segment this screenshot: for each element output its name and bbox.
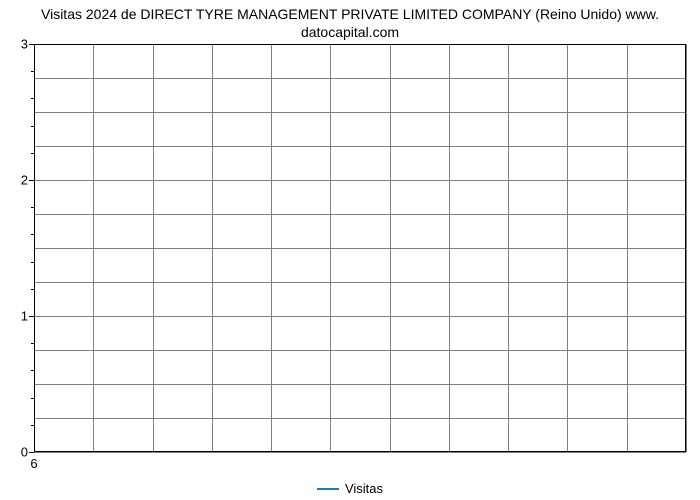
gridline-vertical <box>508 44 509 452</box>
yminor-mark <box>31 262 34 263</box>
gridline-vertical <box>449 44 450 452</box>
chart-title: Visitas 2024 de DIRECT TYRE MANAGEMENT P… <box>0 0 700 41</box>
gridline-horizontal <box>34 146 686 147</box>
ytick-mark <box>29 180 34 181</box>
yminor-mark <box>31 207 34 208</box>
chart-title-line2: datocapital.com <box>301 24 399 40</box>
gridline-horizontal <box>34 78 686 79</box>
gridline-horizontal <box>34 452 686 453</box>
gridline-horizontal <box>34 248 686 249</box>
gridline-horizontal <box>34 350 686 351</box>
gridline-horizontal <box>34 384 686 385</box>
yminor-mark <box>31 289 34 290</box>
plot-area: 01236 <box>34 44 686 452</box>
ytick-label: 3 <box>21 37 28 52</box>
gridline-vertical <box>212 44 213 452</box>
gridline-vertical <box>686 44 687 452</box>
gridline-vertical <box>271 44 272 452</box>
xtick-label: 6 <box>30 456 37 471</box>
chart-container: Visitas 2024 de DIRECT TYRE MANAGEMENT P… <box>0 0 700 500</box>
gridline-vertical <box>567 44 568 452</box>
legend-swatch <box>317 488 339 490</box>
gridline-vertical <box>34 44 35 452</box>
legend: Visitas <box>0 480 700 496</box>
yminor-mark <box>31 98 34 99</box>
ytick-mark <box>29 452 34 453</box>
yminor-mark <box>31 153 34 154</box>
gridline-horizontal <box>34 180 686 181</box>
yminor-mark <box>31 370 34 371</box>
legend-label: Visitas <box>345 481 383 496</box>
gridline-horizontal <box>34 44 686 45</box>
yminor-mark <box>31 425 34 426</box>
gridline-horizontal <box>34 112 686 113</box>
ytick-mark <box>29 316 34 317</box>
gridline-horizontal <box>34 316 686 317</box>
gridline-horizontal <box>34 282 686 283</box>
yminor-mark <box>31 234 34 235</box>
ytick-label: 0 <box>21 445 28 460</box>
ytick-label: 2 <box>21 172 28 187</box>
ytick-label: 1 <box>21 308 28 323</box>
chart-title-line1: Visitas 2024 de DIRECT TYRE MANAGEMENT P… <box>41 6 659 22</box>
yminor-mark <box>31 398 34 399</box>
ytick-mark <box>29 44 34 45</box>
plot-grid: 01236 <box>34 44 686 452</box>
gridline-vertical <box>93 44 94 452</box>
gridline-vertical <box>330 44 331 452</box>
yminor-mark <box>31 126 34 127</box>
gridline-horizontal <box>34 214 686 215</box>
gridline-vertical <box>627 44 628 452</box>
gridline-vertical <box>153 44 154 452</box>
yminor-mark <box>31 343 34 344</box>
yminor-mark <box>31 71 34 72</box>
gridline-vertical <box>390 44 391 452</box>
gridline-horizontal <box>34 418 686 419</box>
